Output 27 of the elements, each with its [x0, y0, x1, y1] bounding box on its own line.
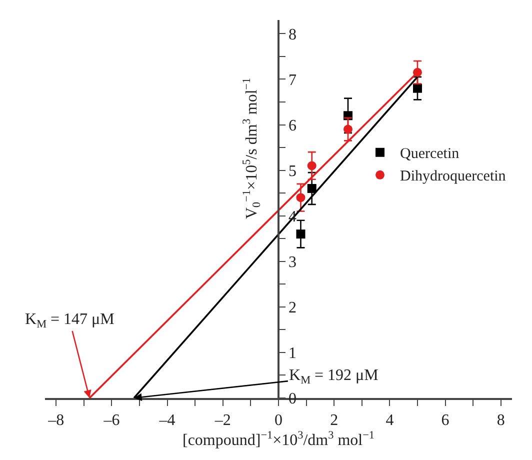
y-tick-label: 5: [288, 162, 296, 180]
y-tick-label: 3: [288, 254, 296, 271]
point: [343, 124, 352, 134]
legend-label: Dihydroquercetin: [400, 168, 506, 185]
point: [296, 230, 306, 239]
y-tick-label: 1: [288, 345, 296, 362]
point: [307, 184, 316, 194]
x-tick-label: –6: [102, 412, 120, 429]
x-tick-label: 0: [274, 412, 282, 429]
x-tick-label: 2: [330, 412, 338, 429]
x-tick-label: 4: [386, 412, 394, 429]
x-tick-label: –4: [158, 412, 176, 429]
y-tick-label: 2: [288, 300, 296, 317]
point: [296, 193, 306, 202]
x-axis-title: [compound]$^{−1}$×10$^{3}$/dm$^{3}$ mol$^{−1}$: [182, 429, 375, 450]
x-tick-label: 8: [496, 412, 505, 429]
y-tick-label: 7: [288, 72, 296, 89]
x-tick-label: –8: [47, 412, 64, 429]
y-tick-label: 8: [288, 26, 296, 44]
point: [412, 84, 422, 93]
x-tick-label: 6: [441, 412, 450, 429]
x-tick-label: –2: [214, 412, 231, 429]
point: [307, 161, 316, 170]
y-tick-label: 6: [288, 117, 296, 134]
legend-label: Quercetin: [400, 146, 460, 162]
annotation: K$_{M}$ = 147 μM: [25, 311, 114, 330]
annotation: K$_{M}$ = 192 μM: [289, 367, 378, 386]
